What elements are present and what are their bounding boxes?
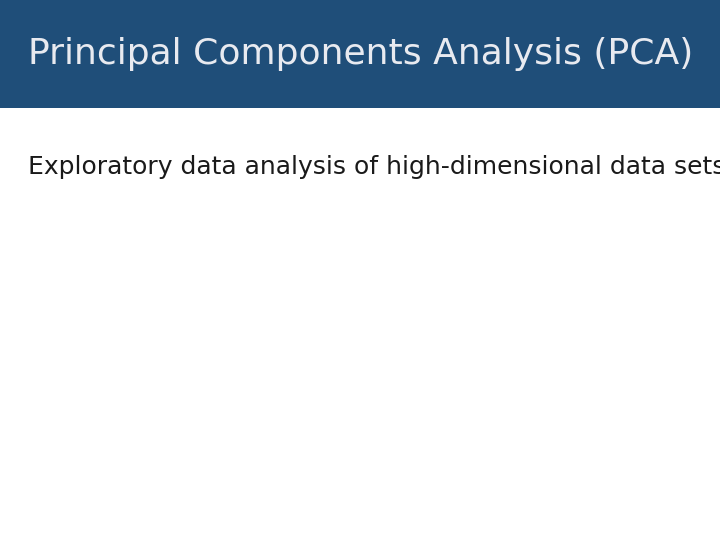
Bar (0, 0, 720, 108)
Text: Exploratory data analysis of high-dimensional data sets.: Exploratory data analysis of high-dimens… (28, 155, 720, 179)
Text: Principal Components Analysis (PCA): Principal Components Analysis (PCA) (28, 37, 693, 71)
